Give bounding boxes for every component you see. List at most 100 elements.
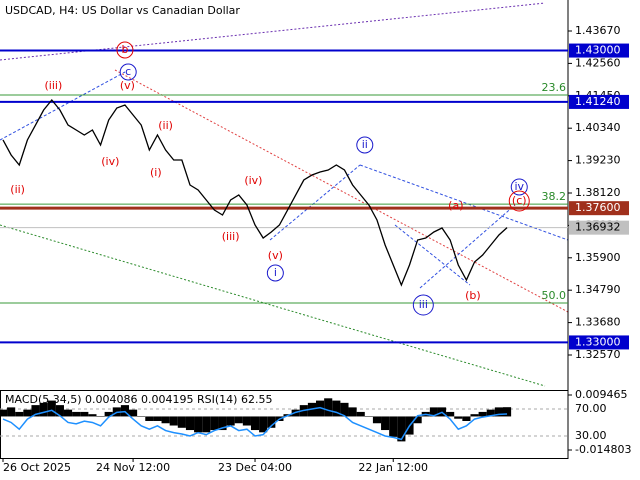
wave-label: (iv) [244,174,262,187]
trend-line [394,224,471,286]
macd-bar [7,407,16,417]
macd-bar [429,407,438,417]
chart-title: USDCAD, H4: US Dollar vs Canadian Dollar [5,4,240,17]
y-tick-label: 1.33680 [575,316,621,329]
macd-bar [226,416,235,426]
macd-bar [340,402,349,417]
wave-circle [116,41,134,59]
wave-label: b [121,43,128,56]
trend-line [269,164,361,241]
macd-bar [23,409,32,417]
price-line [2,98,508,287]
macd-bar [454,416,463,419]
trend-line [359,164,569,241]
wave-label: (ii) [158,119,173,132]
macd-bar [356,411,365,417]
macd-bar [267,416,276,428]
x-tick-label: 24 Nov 12:00 [96,461,170,474]
wave-label: (a) [448,199,463,212]
y-tick-label: 1.38120 [575,186,621,199]
wave-label: (c) [512,194,527,207]
macd-bar [372,416,382,424]
wave-label: iv [514,180,524,193]
wave-label: (iii) [222,230,240,243]
macd-bar [242,416,251,426]
macd-bar [153,416,162,421]
macd-bar [364,416,373,417]
macd-bar [470,414,479,417]
level-label: 1.37600 [575,201,621,214]
level-label: 1.43000 [575,44,621,57]
macd-bar [494,407,503,417]
trend-line [0,224,546,387]
macd-bar [185,416,195,431]
macd-bar [202,416,211,433]
macd-bar [80,411,89,417]
wave-label: (iii) [45,79,63,92]
macd-bar [104,411,113,417]
level-label: 1.36932 [575,221,621,234]
trend-line [0,71,126,141]
macd-bar [381,416,390,431]
macd-bar [39,402,48,417]
y-tick-label: 1.32570 [575,348,621,361]
wave-circle [508,190,530,212]
trend-line [0,2,546,61]
macd-bar [478,411,487,417]
macd-bar [63,409,73,417]
x-tick-label: 23 Dec 04:00 [218,461,292,474]
trend-line [114,69,569,313]
y2-tick-label: 30.00 [575,429,607,442]
indicator-title: MACD(5,34,5) 0.004086 0.004195 RSI(14) 6… [5,393,272,406]
macd-bar [234,416,243,424]
rsi-line [2,406,508,441]
x-tick-label: 22 Jan 12:00 [358,461,428,474]
y-tick-label: 1.43670 [575,24,621,37]
macd-bar [161,416,170,424]
x-tick-label: 26 Oct 2025 [3,461,71,474]
level-label: 1.33000 [575,335,621,348]
wave-label: ii [362,138,368,151]
level-tag [569,335,629,350]
wave-circle [266,264,284,282]
macd-bar [194,416,203,433]
level-tag [569,94,629,109]
macd-bar [88,414,97,417]
wave-label: (v) [268,249,283,262]
wave-label: (i) [150,166,162,179]
y-tick-label: -0.014803 [575,443,631,456]
macd-bar [316,400,325,417]
macd-bar [72,411,81,417]
fib-label: 50.0 [542,289,567,302]
wave-circle [510,178,528,196]
y-tick-label: 0.009465 [575,388,628,401]
level-tag [569,43,629,58]
wave-label: (iv) [101,155,119,168]
y-tick-label: 1.34790 [575,283,621,296]
wave-label: (b) [465,289,481,302]
level-tag [569,220,629,235]
level-tag [569,201,629,216]
wave-circle [356,136,374,154]
trend-line [419,204,516,289]
wave-circle [412,294,434,316]
y2-tick-label: 70.00 [575,402,607,415]
macd-bar [486,409,495,417]
y-tick-label: 1.40340 [575,121,621,134]
macd-bar [502,407,512,417]
macd-bar [324,398,333,417]
macd-bar [218,416,227,431]
macd-bar [55,405,64,417]
macd-bar [397,416,406,442]
y-tick-label: 1.42560 [575,56,621,69]
macd-bar [0,409,8,417]
fib-label: 23.6 [542,81,567,94]
wave-label: (ii) [10,183,25,196]
macd-bar [250,416,260,431]
y-tick-label: 1.35900 [575,251,621,264]
macd-bar [389,416,398,437]
macd-bar [177,416,186,428]
macd-bar [129,409,138,417]
